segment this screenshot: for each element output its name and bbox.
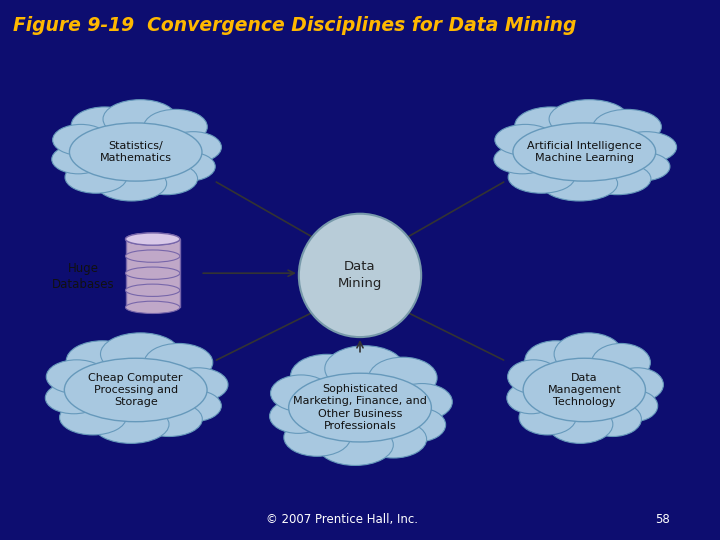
Ellipse shape xyxy=(513,123,656,181)
Text: © 2007 Prentice Hall, Inc.: © 2007 Prentice Hall, Inc. xyxy=(266,513,418,526)
Ellipse shape xyxy=(360,420,427,458)
Ellipse shape xyxy=(392,383,452,420)
Ellipse shape xyxy=(508,360,560,394)
Ellipse shape xyxy=(284,418,351,456)
Text: Data
Management
Technology: Data Management Technology xyxy=(547,373,621,407)
Ellipse shape xyxy=(318,424,393,465)
Ellipse shape xyxy=(125,284,180,296)
Ellipse shape xyxy=(164,390,221,422)
Ellipse shape xyxy=(609,390,657,422)
Ellipse shape xyxy=(45,382,102,414)
FancyBboxPatch shape xyxy=(125,239,180,307)
Ellipse shape xyxy=(53,124,109,156)
Ellipse shape xyxy=(125,233,180,245)
Ellipse shape xyxy=(519,400,576,435)
Ellipse shape xyxy=(515,107,587,144)
Ellipse shape xyxy=(46,360,107,394)
Ellipse shape xyxy=(93,406,169,443)
Ellipse shape xyxy=(585,163,651,195)
Ellipse shape xyxy=(495,124,556,156)
Ellipse shape xyxy=(525,341,587,381)
Ellipse shape xyxy=(69,361,202,419)
Ellipse shape xyxy=(125,233,180,245)
Ellipse shape xyxy=(74,125,197,179)
Ellipse shape xyxy=(101,333,181,375)
Ellipse shape xyxy=(508,161,575,193)
Ellipse shape xyxy=(494,145,551,174)
Ellipse shape xyxy=(527,361,642,419)
Ellipse shape xyxy=(507,382,556,414)
Ellipse shape xyxy=(291,354,363,398)
Ellipse shape xyxy=(325,346,405,392)
Ellipse shape xyxy=(165,132,222,163)
Ellipse shape xyxy=(548,406,613,443)
Ellipse shape xyxy=(125,267,180,279)
Ellipse shape xyxy=(293,376,427,439)
Ellipse shape xyxy=(64,358,207,422)
Ellipse shape xyxy=(125,250,180,262)
Ellipse shape xyxy=(299,214,421,337)
Ellipse shape xyxy=(271,375,331,411)
Ellipse shape xyxy=(289,373,431,442)
Text: Data
Mining: Data Mining xyxy=(338,260,382,291)
Ellipse shape xyxy=(616,132,677,163)
Ellipse shape xyxy=(65,161,127,193)
Text: Sophisticated
Marketing, Finance, and
Other Business
Professionals: Sophisticated Marketing, Finance, and Ot… xyxy=(293,384,427,431)
Ellipse shape xyxy=(69,123,202,181)
Ellipse shape xyxy=(369,357,437,399)
Ellipse shape xyxy=(96,166,166,201)
Text: Huge
Databases: Huge Databases xyxy=(52,262,114,291)
Ellipse shape xyxy=(518,125,651,179)
Ellipse shape xyxy=(554,333,623,375)
Ellipse shape xyxy=(135,402,202,436)
Ellipse shape xyxy=(135,163,197,195)
Text: Cheap Computer
Processing and
Storage: Cheap Computer Processing and Storage xyxy=(89,373,183,407)
Ellipse shape xyxy=(125,301,180,314)
Ellipse shape xyxy=(144,110,207,144)
Ellipse shape xyxy=(549,100,629,138)
Ellipse shape xyxy=(541,166,618,201)
Text: Artificial Intelligence
Machine Learning: Artificial Intelligence Machine Learning xyxy=(527,141,642,163)
Ellipse shape xyxy=(60,400,126,435)
Ellipse shape xyxy=(71,107,138,144)
Ellipse shape xyxy=(523,358,645,422)
Text: 58: 58 xyxy=(655,513,670,526)
Ellipse shape xyxy=(389,408,446,442)
Ellipse shape xyxy=(269,399,327,434)
Ellipse shape xyxy=(162,152,215,181)
Ellipse shape xyxy=(592,343,650,381)
Ellipse shape xyxy=(585,402,642,436)
Ellipse shape xyxy=(611,368,663,402)
Ellipse shape xyxy=(144,343,213,381)
Ellipse shape xyxy=(613,152,670,181)
Text: Figure 9-19  Convergence Disciplines for Data Mining: Figure 9-19 Convergence Disciplines for … xyxy=(13,16,576,35)
Ellipse shape xyxy=(52,145,105,174)
Ellipse shape xyxy=(593,110,662,144)
Ellipse shape xyxy=(103,100,177,138)
Ellipse shape xyxy=(167,368,228,402)
Ellipse shape xyxy=(66,341,138,381)
Text: Statistics/
Mathematics: Statistics/ Mathematics xyxy=(99,141,171,163)
